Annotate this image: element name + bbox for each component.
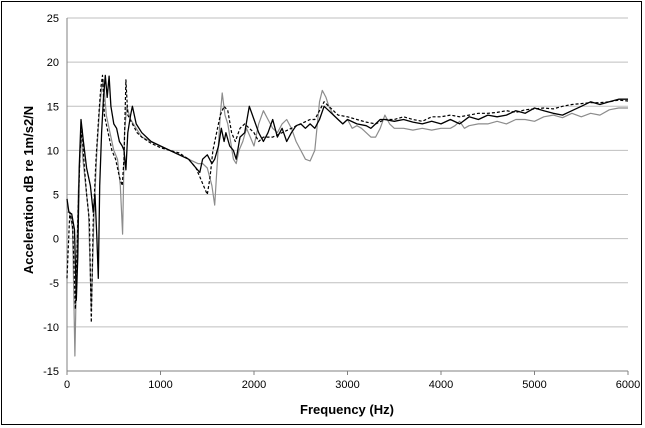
- x-axis-title: Frequency (Hz): [300, 402, 394, 417]
- y-tick-label: 5: [53, 190, 59, 202]
- x-tick-label: 5000: [522, 379, 546, 391]
- y-axis-title: Acceleration dB re 1m/s2/N: [21, 106, 36, 274]
- axes: [66, 18, 629, 375]
- y-tick-label: 20: [47, 57, 59, 69]
- y-tick-label: 25: [47, 13, 59, 25]
- series-group: [66, 74, 629, 357]
- y-tick-label: 10: [47, 145, 59, 157]
- y-tick-labels: -15 -10 -5 0 5 10 15 20 25: [43, 13, 59, 378]
- series-line-solid-gray: [67, 79, 628, 357]
- series-line-solid-black: [66, 74, 628, 302]
- x-tick-label: 0: [64, 379, 70, 391]
- x-tick-label: 2000: [242, 379, 266, 391]
- x-tick-label: 6000: [616, 379, 640, 391]
- x-tick-label: 4000: [429, 379, 453, 391]
- y-tick-label: 15: [47, 101, 59, 113]
- y-tick-label: 0: [53, 234, 59, 246]
- series-line-dashed-black: [66, 74, 629, 324]
- y-tick-label: -5: [49, 278, 59, 290]
- x-tick-label: 3000: [335, 379, 359, 391]
- y-tick-label: -10: [43, 322, 59, 334]
- x-tick-labels: 0 1000 2000 3000 4000 5000 6000: [64, 379, 640, 391]
- y-tick-label: -15: [43, 366, 59, 378]
- gridlines: [67, 17, 628, 328]
- x-tick-label: 1000: [148, 379, 172, 391]
